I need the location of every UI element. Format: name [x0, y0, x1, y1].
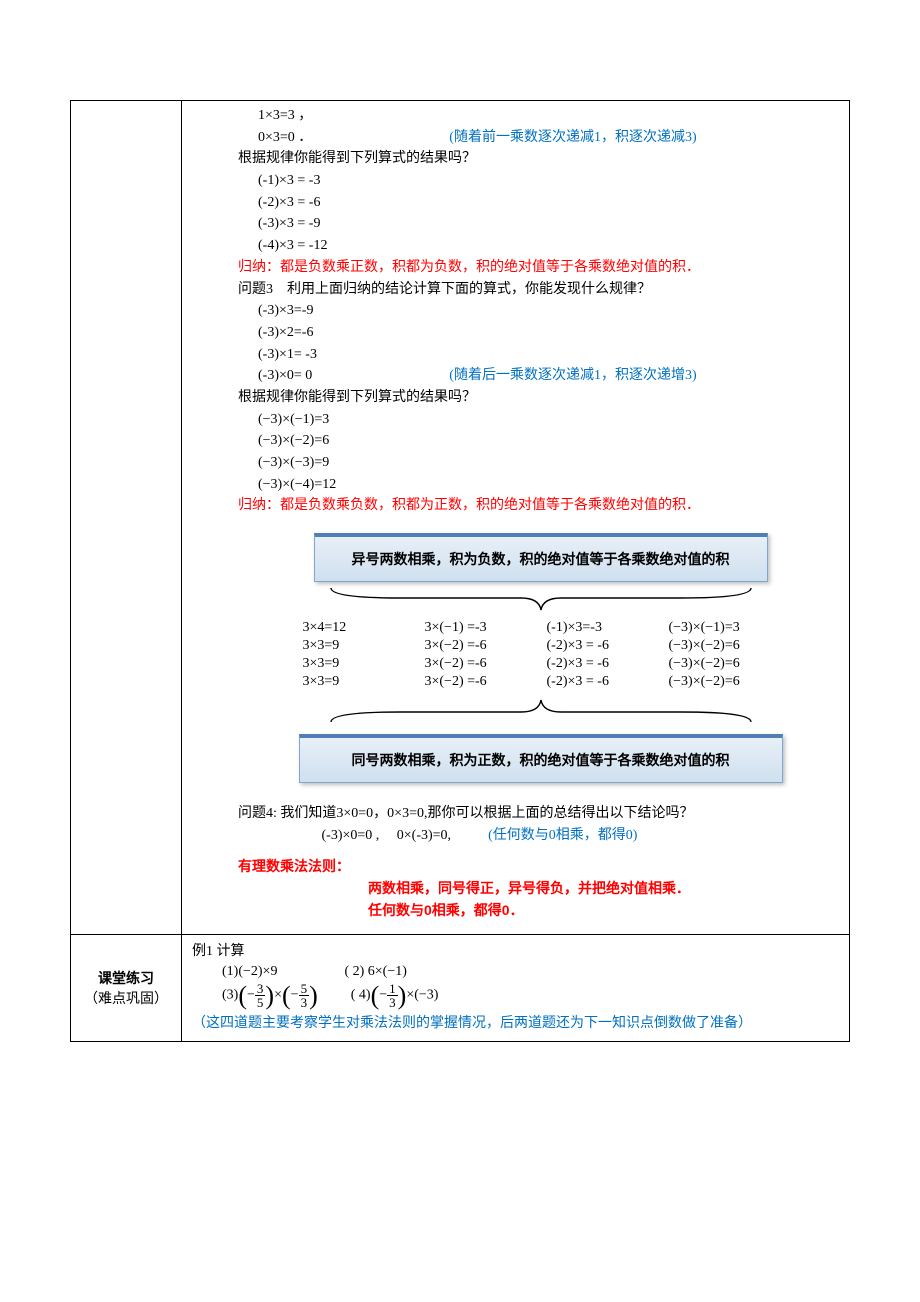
content-cell-2: 例1 计算 (1)(−2)×9 ( 2) 6×(−1) (3)(−35)×(−5… — [182, 934, 850, 1041]
grid-cell: 3×3=9 — [303, 638, 413, 654]
eq-text: 0×3=0 ． — [238, 127, 312, 149]
eq-text: (-3)×3 = -9 — [238, 213, 320, 235]
rule-line: 任何数与0相乘，都得0． — [238, 900, 843, 922]
content-cell-1: 1×3=3 ， 0×3=0 ． (随着前一乘数逐次递减1，积逐次递减3) 根据规… — [182, 101, 850, 935]
eq-text: (-3)×0= 0 — [238, 365, 312, 387]
frac-den: 3 — [387, 996, 398, 1009]
minus-sign: − — [379, 988, 387, 1003]
frac-num: 3 — [255, 982, 266, 996]
grid-cell: (−3)×(−2)=6 — [669, 656, 779, 672]
grid-cell: 3×4=12 — [303, 620, 413, 636]
paren-icon: ) — [265, 983, 274, 1009]
brace-up-icon — [301, 696, 781, 728]
grid-cell: 3×(−2) =-6 — [425, 656, 535, 672]
eq-text: (−3)×(−4)=12 — [238, 474, 336, 496]
grid-cell: 3×3=9 — [303, 674, 413, 690]
eq-text: (-2)×3 = -6 — [238, 192, 320, 214]
left-cell-1 — [71, 101, 182, 935]
grid-cell: (-1)×3=-3 — [547, 620, 657, 636]
brace-down-icon — [301, 582, 781, 614]
eq-text: (-3)×0=0 , 0×(-3)=0, — [322, 828, 452, 843]
frac-num: 1 — [387, 982, 398, 996]
fraction: 13 — [387, 982, 398, 1009]
question-text: 问题4: 我们知道3×0=0，0×3=0,那你可以根据上面的总结得出以下结论吗？ — [238, 803, 843, 825]
eq-text: 1×3=3 ， — [238, 105, 312, 127]
minus-sign: − — [291, 988, 299, 1003]
summary-text: 归纳：都是负数乘负数，积都为正数，积的绝对值等于各乘数绝对值的积． — [238, 495, 843, 517]
eq-text: ( 2) 6×(−1) — [344, 964, 406, 979]
eq-text: (-3)×1= -3 — [238, 344, 317, 366]
equation-grid: 3×4=12 3×(−1) =-3 (-1)×3=-3 (−3)×(−1)=3 … — [303, 620, 779, 690]
question-text: 根据规律你能得到下列算式的结果吗？ — [238, 148, 843, 170]
callout-box-top: 异号两数相乘，积为负数，积的绝对值等于各乘数绝对值的积 — [314, 533, 768, 582]
grid-cell: (−3)×(−2)=6 — [669, 674, 779, 690]
grid-cell: 3×(−2) =-6 — [425, 638, 535, 654]
eq-text: (-3)×3=-9 — [238, 300, 313, 322]
section-subtitle: （难点巩固） — [77, 988, 175, 1008]
frac-den: 5 — [255, 996, 266, 1009]
section-title: 课堂练习 — [77, 968, 175, 988]
grid-cell: 3×3=9 — [303, 656, 413, 672]
rule-title: 有理数乘法法则： — [238, 856, 843, 878]
eq-text: (−3)×(−3)=9 — [238, 452, 329, 474]
note-text: (随着前一乘数逐次递减1，积逐次递减3) — [449, 130, 696, 145]
paren-icon: ( — [371, 983, 380, 1009]
eq-text: (−3)×(−2)=6 — [238, 430, 329, 452]
grid-cell: 3×(−2) =-6 — [425, 674, 535, 690]
grid-cell: (-2)×3 = -6 — [547, 674, 657, 690]
content-row-2: 课堂练习 （难点巩固） 例1 计算 (1)(−2)×9 ( 2) 6×(−1) … — [71, 934, 850, 1041]
times-sign: × — [274, 988, 282, 1003]
grid-cell: (−3)×(−1)=3 — [669, 620, 779, 636]
eq-text: (−3)×(−1)=3 — [238, 409, 329, 431]
question-text: 根据规律你能得到下列算式的结果吗？ — [238, 387, 843, 409]
grid-cell: (-2)×3 = -6 — [547, 656, 657, 672]
grid-cell: 3×(−1) =-3 — [425, 620, 535, 636]
paren-icon: ) — [398, 983, 407, 1009]
eq-part: (3) — [222, 988, 238, 1003]
note-text: (随着后一乘数逐次递减1，积逐次递增3) — [449, 368, 696, 383]
paren-icon: ( — [238, 983, 247, 1009]
frac-num: 5 — [299, 982, 310, 996]
fraction: 53 — [299, 982, 310, 1009]
callout-box-bottom: 同号两数相乘，积为正数，积的绝对值等于各乘数绝对值的积 — [299, 734, 783, 783]
minus-sign: − — [247, 988, 255, 1003]
fraction: 35 — [255, 982, 266, 1009]
grid-cell: (-2)×3 = -6 — [547, 638, 657, 654]
paren-icon: ( — [282, 983, 291, 1009]
example-title: 例1 计算 — [192, 941, 839, 963]
grid-cell: (−3)×(−2)=6 — [669, 638, 779, 654]
question-text: 问题3 利用上面归纳的结论计算下面的算式，你能发现什么规律？ — [238, 279, 843, 301]
note-text: (任何数与0相乘，都得0) — [488, 828, 637, 843]
eq-part: ×(−3) — [406, 988, 438, 1003]
paren-icon: ) — [309, 983, 318, 1009]
summary-text: 归纳：都是负数乘正数，积都为负数，积的绝对值等于各乘数绝对值的积． — [238, 257, 843, 279]
frac-den: 3 — [299, 996, 310, 1009]
left-cell-2: 课堂练习 （难点巩固） — [71, 934, 182, 1041]
lesson-table: 1×3=3 ， 0×3=0 ． (随着前一乘数逐次递减1，积逐次递减3) 根据规… — [70, 100, 850, 1042]
rule-line: 两数相乘，同号得正，异号得负，并把绝对值相乘． — [238, 878, 843, 900]
eq-text: (-1)×3 = -3 — [238, 170, 320, 192]
eq-text: (1)(−2)×9 — [222, 964, 277, 979]
content-row-1: 1×3=3 ， 0×3=0 ． (随着前一乘数逐次递减1，积逐次递减3) 根据规… — [71, 101, 850, 935]
note-text: （这四道题主要考察学生对乘法法则的掌握情况，后两道题还为下一知识点倒数做了准备） — [192, 1011, 839, 1035]
eq-text: (-4)×3 = -12 — [238, 235, 327, 257]
eq-text: (-3)×2=-6 — [238, 322, 313, 344]
eq-part: ( 4) — [351, 988, 371, 1003]
